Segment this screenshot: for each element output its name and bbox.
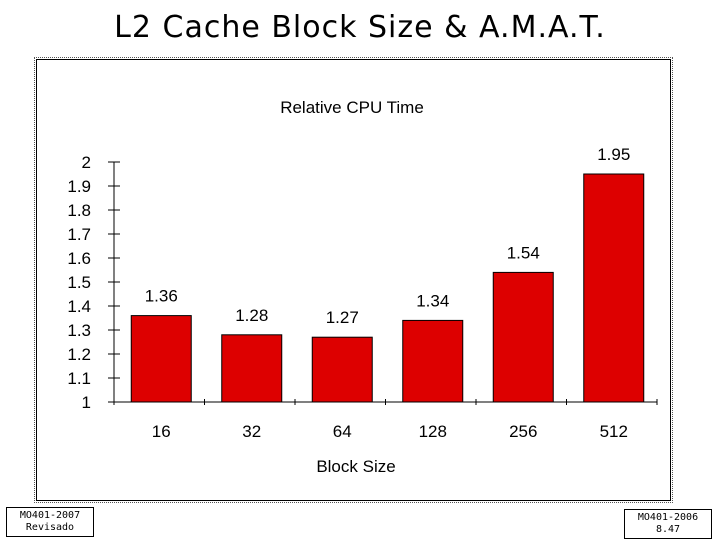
- footer-course-right: MO401-2006 8.47: [624, 509, 712, 539]
- footer-course-left: MO401-2007 Revisado: [6, 507, 94, 537]
- bar: [492, 271, 554, 403]
- bar-value-label: 1.34: [416, 291, 449, 310]
- footer-right-line2: 8.47: [655, 524, 681, 535]
- y-tick-label: 1.5: [67, 273, 91, 292]
- x-tick-label: 128: [419, 422, 447, 441]
- y-tick-label: 1.6: [67, 249, 91, 268]
- footer-right-line1: MO401-2006: [637, 512, 699, 523]
- footer-left-line2: Revisado: [25, 522, 75, 533]
- bar-value-label: 1.28: [235, 306, 268, 325]
- y-tick-label: 1.1: [67, 369, 91, 388]
- bar-value-label: 1.54: [507, 243, 540, 262]
- x-tick-label: 512: [600, 422, 628, 441]
- bar: [130, 315, 192, 403]
- bar-value-label: 1.36: [145, 287, 178, 306]
- footer-left-line1: MO401-2007: [19, 510, 81, 521]
- bar-value-label: 1.27: [326, 308, 359, 327]
- x-tick-label: 32: [242, 422, 261, 441]
- y-tick-label: 1: [82, 393, 91, 412]
- slide-title: L2 Cache Block Size & A.M.A.T.: [114, 10, 606, 45]
- y-tick-label: 1.4: [67, 297, 91, 316]
- y-tick-label: 1.7: [67, 225, 91, 244]
- x-axis-label: Block Size: [316, 457, 395, 476]
- bar: [402, 319, 464, 403]
- chart-title: Relative CPU Time: [280, 98, 424, 117]
- y-tick-label: 2: [82, 153, 91, 172]
- bar: [221, 334, 283, 403]
- x-tick-label: 16: [152, 422, 171, 441]
- x-tick-label: 64: [333, 422, 352, 441]
- bar: [583, 173, 645, 403]
- chart-frame: [34, 57, 673, 503]
- y-tick-label: 1.9: [67, 177, 91, 196]
- y-tick-label: 1.8: [67, 201, 91, 220]
- bar: [311, 336, 373, 403]
- x-tick-label: 256: [509, 422, 537, 441]
- y-tick-label: 1.3: [67, 321, 91, 340]
- y-tick-label: 1.2: [67, 345, 91, 364]
- bar-value-label: 1.95: [597, 145, 630, 164]
